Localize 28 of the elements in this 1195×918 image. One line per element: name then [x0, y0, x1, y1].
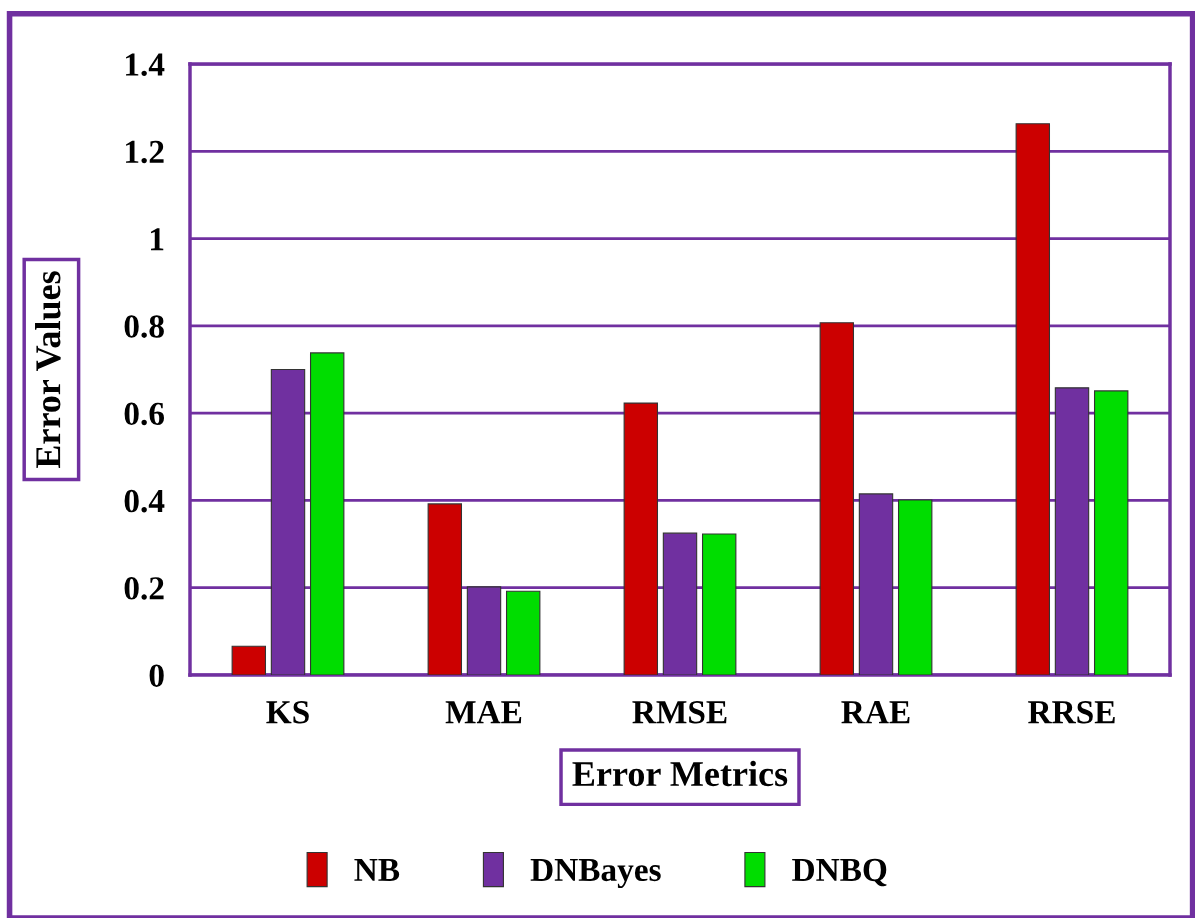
x-tick-label: RRSE — [1028, 701, 1115, 724]
y-tick-label: 1.4 — [126, 53, 165, 77]
y-tick-label: 1.2 — [126, 140, 164, 164]
bar — [505, 590, 541, 675]
y-tick-label: 1 — [151, 228, 164, 251]
legend-label: DNBQ — [792, 858, 887, 887]
x-tick-label: MAE — [445, 701, 522, 724]
bar — [623, 402, 659, 675]
y-tick-label: 0 — [149, 664, 164, 687]
y-axis-title: Error Values — [35, 271, 61, 469]
y-tick-label: 0.8 — [124, 315, 164, 338]
y-tick-label: 0.6 — [124, 402, 165, 426]
legend-label: NB — [354, 858, 400, 881]
bar — [1093, 390, 1129, 675]
bar — [819, 322, 855, 675]
legend-label: DNBayes — [530, 858, 661, 888]
x-tick-label: KS — [266, 701, 309, 724]
bar — [427, 503, 463, 675]
bar — [1015, 123, 1051, 675]
bar — [701, 533, 737, 675]
x-tick-label: RMSE — [632, 701, 727, 724]
bar — [309, 352, 345, 675]
bar — [231, 645, 267, 675]
bar — [897, 499, 933, 675]
y-tick-label: 0.4 — [124, 489, 165, 513]
y-tick-label: 0.2 — [124, 577, 164, 600]
x-tick-label: RAE — [841, 701, 910, 724]
x-axis-title: Error Metrics — [572, 760, 788, 787]
